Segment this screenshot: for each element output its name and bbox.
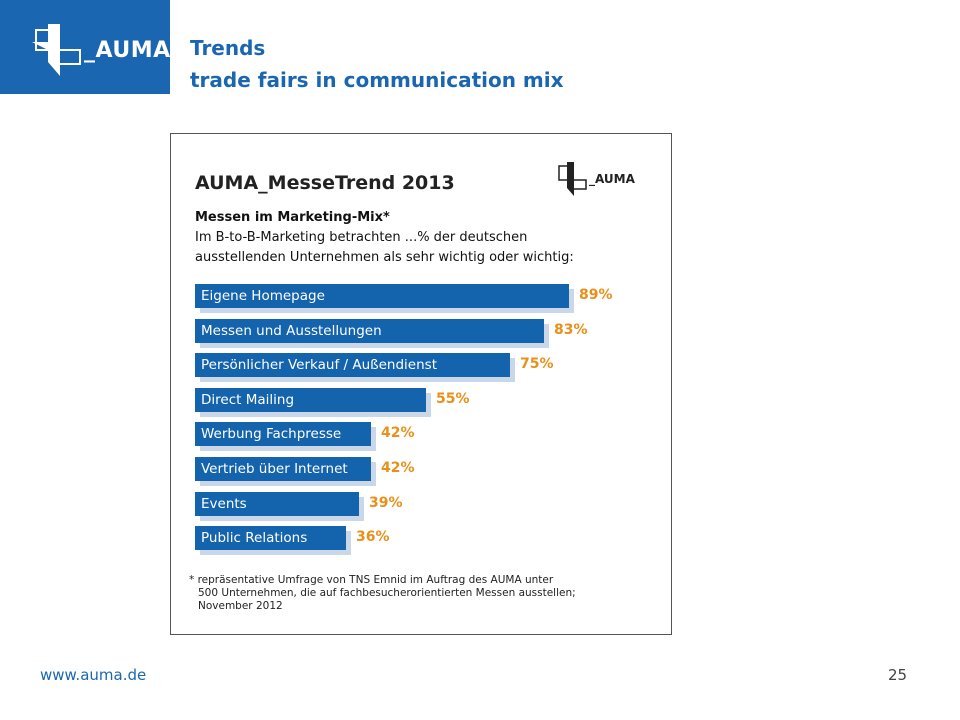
bar-row: Events 39% xyxy=(195,492,665,521)
chart-description-line1: Im B-to-B-Marketing betrachten ...% der … xyxy=(195,230,528,245)
bar: Direct Mailing xyxy=(195,388,426,412)
page-subtitle: trade fairs in communication mix xyxy=(190,68,564,92)
bar-value-label: 42% xyxy=(381,425,415,441)
footnote-line: * repräsentative Umfrage von TNS Emnid i… xyxy=(189,574,554,586)
bar-value-label: 89% xyxy=(579,287,613,303)
chart-auma-logo-icon xyxy=(558,162,587,196)
auma-logo-icon xyxy=(32,24,81,76)
bar-value-label: 75% xyxy=(520,356,554,372)
bar-row: Public Relations 36% xyxy=(195,526,665,555)
footnote: * repräsentative Umfrage von TNS Emnid i… xyxy=(189,574,659,613)
page-title: Trends xyxy=(190,36,266,60)
bar-row: Messen und Ausstellungen 83% xyxy=(195,319,665,348)
bar-row: Werbung Fachpresse 42% xyxy=(195,422,665,451)
bar-value-label: 55% xyxy=(436,391,470,407)
bar: Eigene Homepage xyxy=(195,284,569,308)
bar: Public Relations xyxy=(195,526,346,550)
footnote-line: November 2012 xyxy=(198,600,283,612)
bar: Events xyxy=(195,492,359,516)
bar-value-label: 36% xyxy=(356,529,390,545)
bar-chart: Eigene Homepage 89% Messen und Ausstellung… xyxy=(195,284,665,555)
bar-value-label: 39% xyxy=(369,495,403,511)
bar-row: Direct Mailing 55% xyxy=(195,388,665,417)
bar-value-label: 42% xyxy=(381,460,415,476)
bar: Werbung Fachpresse xyxy=(195,422,371,446)
chart-description-line2: ausstellenden Unternehmen als sehr wicht… xyxy=(195,250,574,265)
auma-logo: _AUMA xyxy=(0,0,170,94)
bar-row: Eigene Homepage 89% xyxy=(195,284,665,313)
footnote-line: 500 Unternehmen, die auf fachbesucherori… xyxy=(198,587,576,599)
chart-subtitle: Messen im Marketing-Mix* xyxy=(195,210,390,225)
chart-title: AUMA_MesseTrend 2013 xyxy=(195,172,455,194)
logo-text: _AUMA xyxy=(84,38,171,63)
chart-logo-text: _AUMA xyxy=(589,172,635,186)
page-number: 25 xyxy=(888,666,908,684)
chart-frame: AUMA_MesseTrend 2013 _AUMA Messen im Mar… xyxy=(170,133,672,635)
bar-row: Persönlicher Verkauf / Außendienst 75% xyxy=(195,353,665,382)
bar-row: Vertrieb über Internet 42% xyxy=(195,457,665,486)
bar: Persönlicher Verkauf / Außendienst xyxy=(195,353,510,377)
bar-value-label: 83% xyxy=(554,322,588,338)
website-link[interactable]: www.auma.de xyxy=(40,666,147,684)
bar: Vertrieb über Internet xyxy=(195,457,371,481)
bar: Messen und Ausstellungen xyxy=(195,319,544,343)
